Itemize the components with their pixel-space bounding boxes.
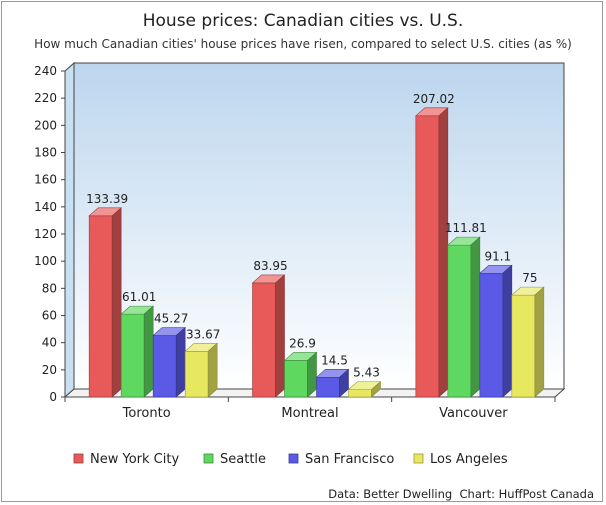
bar-value-label: 26.9	[289, 336, 316, 350]
y-tick-label: 40	[42, 336, 57, 350]
bar	[120, 305, 154, 398]
bar	[479, 264, 513, 398]
legend-item: San Francisco	[288, 452, 394, 467]
bar-value-label: 75	[522, 271, 537, 285]
bar	[184, 342, 218, 398]
y-tick-label: 80	[42, 281, 57, 295]
x-tick-label: Toronto	[122, 406, 171, 421]
bar-value-label: 83.95	[253, 259, 287, 273]
legend-item: New York City	[73, 452, 179, 467]
bar-value-label: 61.01	[122, 290, 156, 304]
x-tick-label: Montreal	[281, 406, 338, 421]
bar	[347, 380, 382, 398]
y-tick-label: 240	[34, 64, 57, 78]
bar	[447, 236, 481, 398]
y-tick-label: 180	[34, 146, 57, 160]
legend-item: Seattle	[203, 452, 266, 467]
legend-swatch	[203, 453, 214, 464]
bar	[152, 326, 186, 398]
y-tick-label: 200	[34, 118, 57, 132]
chart-credit: Data: Better Dwelling Chart: HuffPost Ca…	[328, 487, 594, 501]
bar-value-label: 5.43	[353, 366, 380, 380]
chart-subtitle: How much Canadian cities' house prices h…	[34, 37, 572, 51]
y-tick-label: 220	[34, 91, 57, 105]
legend-label: Seattle	[220, 452, 266, 467]
bar-value-label: 91.1	[484, 249, 511, 263]
chart-title: House prices: Canadian cities vs. U.S.	[143, 11, 464, 31]
y-tick-label: 0	[49, 390, 57, 404]
y-tick-label: 140	[34, 200, 57, 214]
y-tick-label: 60	[42, 309, 57, 323]
x-tick-label: Vancouver	[439, 406, 508, 421]
plot-left-wall	[64, 61, 75, 399]
y-tick-label: 120	[34, 227, 57, 241]
x-axis: Toronto Montreal Vancouver	[64, 396, 556, 421]
legend-label: New York City	[90, 452, 179, 467]
legend-label: Los Angeles	[430, 452, 508, 467]
legend-swatch	[288, 453, 299, 464]
y-tick-label: 100	[34, 254, 57, 268]
bar-value-label: 133.39	[86, 192, 128, 206]
bar	[511, 286, 545, 398]
bar	[88, 207, 122, 398]
y-tick-label: 20	[42, 363, 57, 377]
legend-swatch	[413, 453, 424, 464]
bar	[415, 107, 449, 398]
bar	[283, 351, 318, 398]
bar-value-label: 33.67	[186, 327, 220, 341]
legend-swatch	[73, 453, 84, 464]
bar	[315, 368, 350, 398]
y-tick-label: 160	[34, 173, 57, 187]
bar-value-label: 207.02	[413, 92, 455, 106]
bar-value-label: 14.5	[321, 353, 348, 367]
bar-value-label: 45.27	[154, 312, 188, 326]
legend: New York City Seattle San Francisco Los Ang…	[73, 452, 508, 467]
bar-value-label: 111.81	[445, 221, 487, 235]
legend-item: Los Angeles	[413, 452, 508, 467]
legend-label: San Francisco	[305, 452, 394, 467]
bar	[251, 274, 286, 398]
y-axis: 0 20 40 60 80 100 120 140 160 180 200 220 240	[34, 64, 66, 404]
